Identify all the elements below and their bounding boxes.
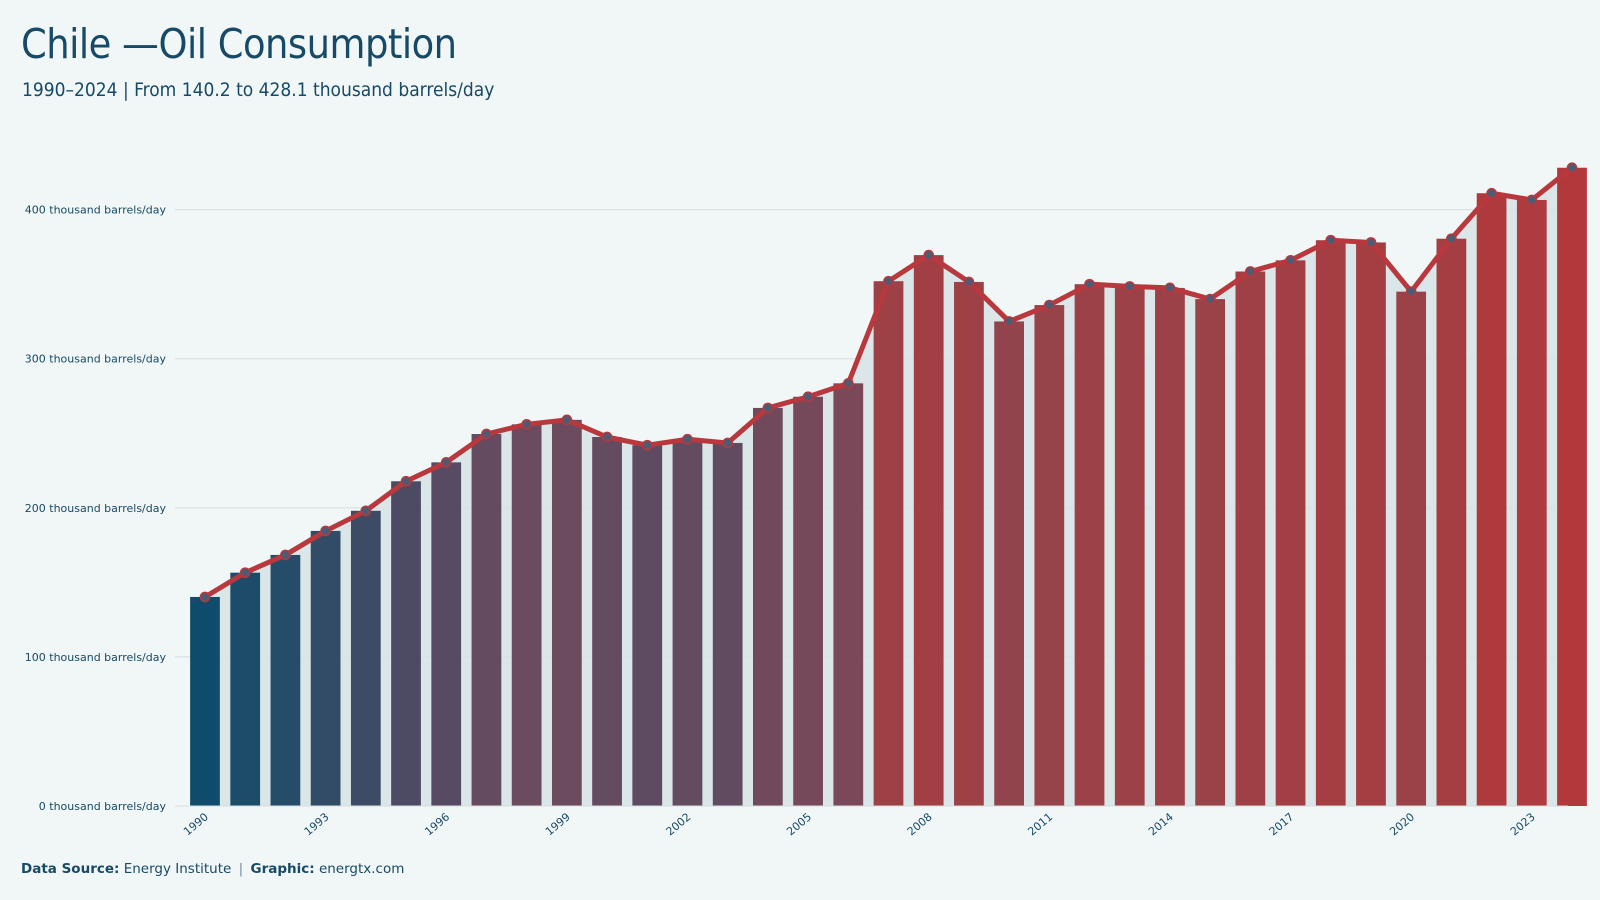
x-tick-label: 1990 <box>181 810 211 838</box>
bar-2000 <box>592 437 622 806</box>
bar-2009 <box>954 281 984 807</box>
marker-1991 <box>239 567 251 579</box>
marker-1999 <box>561 414 573 426</box>
x-tick-label: 2014 <box>1146 810 1176 838</box>
footer: Data Source: Energy Institute | Graphic:… <box>21 861 404 877</box>
marker-1993 <box>320 525 331 537</box>
marker-1998 <box>521 418 532 430</box>
marker-2002 <box>682 433 693 445</box>
marker-2009 <box>963 276 975 288</box>
marker-2023 <box>1526 194 1538 206</box>
bar-2013 <box>1114 286 1145 806</box>
marker-2021 <box>1446 233 1457 245</box>
marker-2004 <box>762 402 774 414</box>
marker-2015 <box>1204 293 1216 305</box>
footer-separator: | <box>238 861 244 877</box>
marker-2012 <box>1084 278 1095 290</box>
x-tick-label: 2008 <box>905 810 935 838</box>
x-tick-label: 1993 <box>302 810 332 838</box>
bar-2018 <box>1315 240 1346 806</box>
marker-2003 <box>722 437 734 449</box>
bar-2006 <box>833 383 864 806</box>
bar-2023 <box>1516 199 1547 807</box>
bar-1999 <box>551 419 582 806</box>
marker-2011 <box>1043 299 1055 311</box>
y-tick-label: 300 thousand barrels/day <box>25 353 167 366</box>
marker-2007 <box>883 275 894 287</box>
marker-2013 <box>1124 281 1136 292</box>
source-label: Data Source: <box>21 861 120 877</box>
bar-1993 <box>310 530 341 806</box>
marker-2019 <box>1365 237 1377 248</box>
bar-2019 <box>1356 242 1386 806</box>
marker-2017 <box>1285 254 1296 266</box>
marker-2020 <box>1405 286 1417 297</box>
bar-2002 <box>672 439 703 806</box>
marker-2016 <box>1245 266 1256 277</box>
bar-1997 <box>471 434 502 806</box>
y-tick-label: 100 thousand barrels/day <box>25 651 167 664</box>
marker-2018 <box>1325 234 1337 246</box>
x-tick-label: 2017 <box>1267 810 1297 838</box>
x-tick-label: 2023 <box>1508 810 1538 838</box>
bar-2003 <box>712 442 743 806</box>
y-tick-label: 400 thousand barrels/day <box>25 204 167 217</box>
bar-2016 <box>1235 271 1266 806</box>
bar-2022 <box>1476 193 1507 807</box>
bar-2014 <box>1155 287 1185 807</box>
bar-2001 <box>632 445 663 806</box>
bar-2004 <box>753 407 783 806</box>
bar-2007 <box>873 281 904 806</box>
bar-2005 <box>793 396 823 806</box>
x-tick-label: 1999 <box>543 810 573 838</box>
y-tick-label: 200 thousand barrels/day <box>25 502 167 515</box>
marker-2010 <box>1003 316 1015 327</box>
marker-2001 <box>641 439 653 451</box>
bar-2021 <box>1436 238 1467 806</box>
marker-1992 <box>280 549 291 561</box>
marker-2014 <box>1164 282 1176 294</box>
bar-1994 <box>350 510 381 806</box>
bar-2012 <box>1074 284 1105 806</box>
bar-1991 <box>230 572 261 806</box>
bar-2008 <box>913 255 944 807</box>
marker-1997 <box>481 428 492 440</box>
bar-1992 <box>270 554 301 806</box>
marker-2008 <box>923 249 935 261</box>
marker-1995 <box>400 475 412 487</box>
bar-2020 <box>1396 291 1427 806</box>
x-tick-label: 1996 <box>422 810 452 838</box>
marker-2006 <box>842 377 854 389</box>
bar-2017 <box>1275 260 1306 806</box>
x-tick-label: 2002 <box>664 810 694 838</box>
chart-title: Chile —Oil Consumption <box>21 20 457 68</box>
y-tick-label: 0 thousand barrels/day <box>39 800 167 813</box>
marker-2022 <box>1486 187 1497 199</box>
graphic-label: Graphic: <box>250 861 315 877</box>
bar-1995 <box>391 481 421 806</box>
marker-2005 <box>802 391 814 403</box>
chart-subtitle: 1990–2024 | From 140.2 to 428.1 thousand… <box>22 79 495 101</box>
bar-1990 <box>190 596 220 806</box>
marker-2000 <box>601 431 613 443</box>
bar-2024 <box>1557 167 1587 806</box>
source-value: Energy Institute <box>123 861 232 877</box>
marker-1990 <box>199 591 211 603</box>
bar-1998 <box>511 424 542 806</box>
marker-1994 <box>360 505 372 517</box>
bar-2010 <box>994 321 1024 806</box>
bar-2015 <box>1195 299 1226 806</box>
marker-2024 <box>1566 162 1578 174</box>
x-tick-label: 2020 <box>1387 810 1417 838</box>
marker-1996 <box>440 456 452 468</box>
bar-1996 <box>431 462 462 806</box>
x-tick-label: 2005 <box>784 810 814 838</box>
graphic-value: energtx.com <box>318 861 405 877</box>
x-tick-label: 2011 <box>1025 810 1055 838</box>
bar-2011 <box>1034 305 1065 806</box>
